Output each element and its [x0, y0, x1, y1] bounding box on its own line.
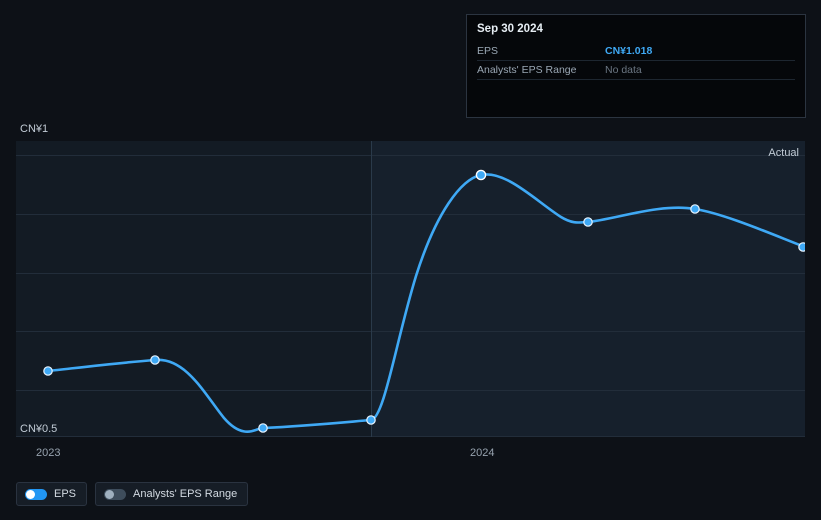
- chart-legend: EPS Analysts' EPS Range: [16, 482, 249, 506]
- gridline: [16, 155, 805, 156]
- legend-item-analysts-range[interactable]: Analysts' EPS Range: [95, 482, 249, 506]
- historical-panel: [16, 141, 372, 437]
- legend-item-eps[interactable]: EPS: [16, 482, 88, 506]
- legend-label-analysts-range: Analysts' EPS Range: [133, 488, 238, 500]
- data-point[interactable]: [150, 355, 160, 365]
- gridline: [16, 390, 805, 391]
- gridline: [16, 214, 805, 215]
- gridline: [16, 331, 805, 332]
- eps-line: [46, 173, 805, 433]
- chart-tooltip: Sep 30 2024 EPS CN¥1.018 Analysts' EPS R…: [466, 14, 806, 118]
- tooltip-label-analysts-range: Analysts' EPS Range: [477, 64, 577, 76]
- period-divider: [371, 141, 372, 437]
- legend-label-eps: EPS: [54, 488, 77, 500]
- x-tick-2023: 2023: [36, 447, 61, 459]
- toggle-on-icon[interactable]: [25, 488, 47, 500]
- data-point[interactable]: [583, 217, 593, 227]
- data-point[interactable]: [690, 204, 700, 214]
- actual-annotation: Actual: [768, 147, 799, 159]
- x-tick-2024: 2024: [470, 447, 495, 459]
- toggle-off-icon[interactable]: [104, 488, 127, 500]
- tooltip-label-eps: EPS: [477, 45, 499, 57]
- tooltip-value-eps: CN¥1.018: [605, 45, 653, 57]
- data-point[interactable]: [366, 415, 376, 425]
- data-point-highlighted[interactable]: [475, 169, 487, 181]
- eps-series-svg: [43, 169, 805, 433]
- data-point[interactable]: [43, 366, 53, 376]
- gridline: [16, 273, 805, 274]
- tooltip-value-analysts-range: No data: [605, 64, 642, 76]
- plot-area: Actual: [16, 141, 805, 437]
- tooltip-row-eps: EPS CN¥1.018: [477, 42, 795, 61]
- y-axis-top-label: CN¥1: [20, 123, 49, 135]
- data-point[interactable]: [258, 423, 268, 433]
- actual-panel: [371, 141, 805, 437]
- gridline: [16, 436, 805, 437]
- y-axis-bottom-label: CN¥0.5: [20, 423, 58, 435]
- data-point[interactable]: [798, 242, 805, 252]
- tooltip-title: Sep 30 2024: [477, 23, 543, 35]
- tooltip-row-analysts-range: Analysts' EPS Range No data: [477, 61, 795, 80]
